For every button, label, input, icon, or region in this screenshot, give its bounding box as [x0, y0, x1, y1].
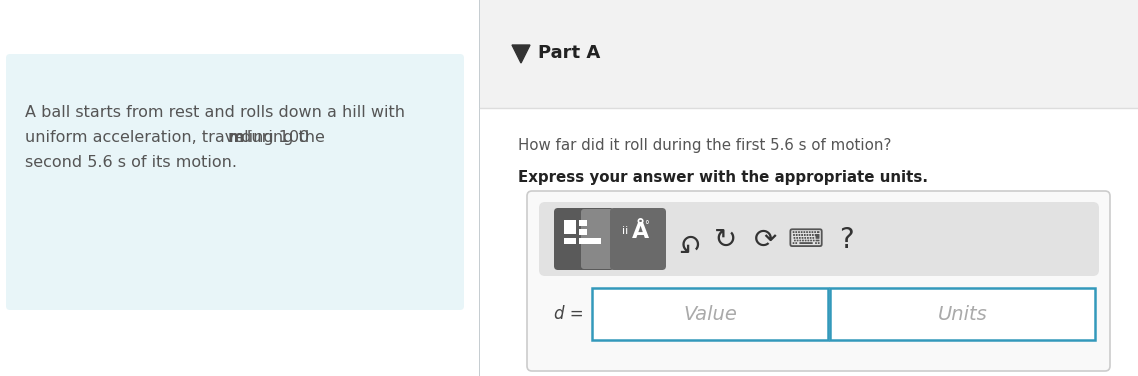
FancyBboxPatch shape — [6, 54, 464, 310]
FancyBboxPatch shape — [539, 202, 1099, 276]
Text: during the: during the — [236, 130, 324, 145]
Text: ⟳: ⟳ — [754, 226, 777, 254]
Text: ↻: ↻ — [715, 226, 737, 254]
Text: d =: d = — [554, 305, 584, 323]
FancyBboxPatch shape — [610, 208, 666, 270]
FancyBboxPatch shape — [554, 208, 615, 270]
Text: Express your answer with the appropriate units.: Express your answer with the appropriate… — [518, 170, 927, 185]
Text: A ball starts from rest and rolls down a hill with: A ball starts from rest and rolls down a… — [25, 105, 405, 120]
Text: Å: Å — [632, 222, 649, 242]
FancyBboxPatch shape — [582, 209, 613, 269]
Text: ⌨: ⌨ — [787, 228, 824, 252]
Bar — [830, 288, 1095, 340]
Bar — [592, 288, 828, 340]
Bar — [564, 220, 576, 234]
Text: How far did it roll during the first 5.6 s of motion?: How far did it roll during the first 5.6… — [518, 138, 891, 153]
Text: ii: ii — [622, 226, 628, 236]
Bar — [480, 0, 1138, 108]
Text: uniform acceleration, traveling 100: uniform acceleration, traveling 100 — [25, 130, 314, 145]
Bar — [480, 108, 1138, 376]
Polygon shape — [512, 45, 530, 63]
Bar — [564, 238, 576, 244]
Bar — [480, 0, 1138, 376]
Text: ↺: ↺ — [675, 226, 698, 254]
Text: Units: Units — [938, 305, 988, 323]
Text: Value: Value — [683, 305, 737, 323]
Text: °: ° — [644, 220, 649, 230]
Bar — [579, 229, 587, 235]
Bar — [0, 0, 480, 376]
Bar — [579, 220, 587, 226]
Text: ?: ? — [839, 226, 854, 254]
Text: m: m — [228, 130, 245, 145]
Bar — [579, 238, 601, 244]
Text: Part A: Part A — [538, 44, 600, 62]
Text: second 5.6 s of its motion.: second 5.6 s of its motion. — [25, 155, 237, 170]
FancyBboxPatch shape — [527, 191, 1110, 371]
